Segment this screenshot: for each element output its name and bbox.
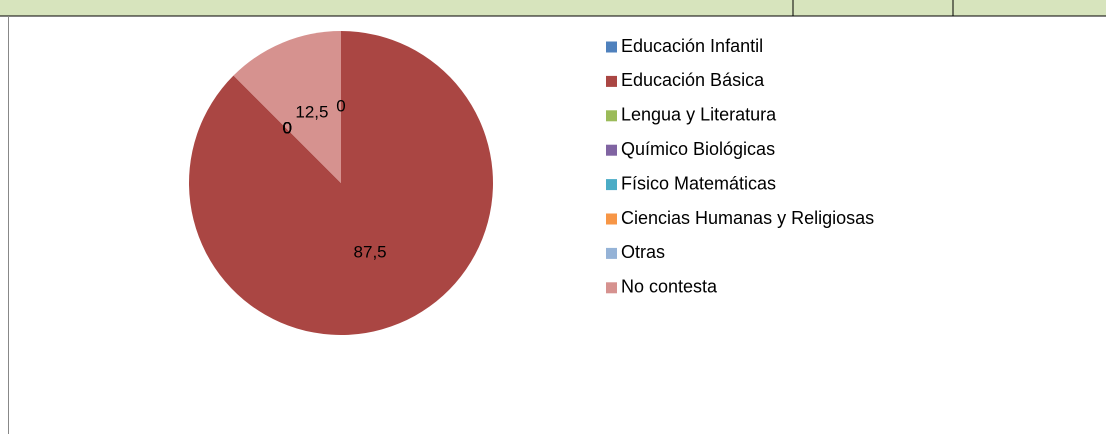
data-label: 0 [283,119,292,138]
legend-label: Físico Matemáticas [621,173,776,193]
data-label: 0 [283,119,292,138]
pie-slice [189,31,493,336]
legend-label: Educación Básica [621,70,765,90]
table-row [0,0,1106,16]
legend-label: No contesta [621,277,718,297]
legend-swatch [606,110,617,122]
legend-label: Educación Infantil [621,36,763,56]
legend-swatch [606,75,617,87]
pie-slice [233,31,341,183]
data-label: 0 [336,96,345,115]
data-label: 0 [283,119,292,138]
legend: Educación Infantil Educación Básica Lengua… [606,36,874,297]
legend-swatch [606,213,617,225]
data-label: 12,5 [295,102,328,121]
legend-swatch [606,144,617,156]
legend-label: Otras [621,242,665,262]
legend-label: Químico Biológicas [621,139,775,159]
data-label: 0 [283,119,292,138]
legend-label: Lengua y Literatura [621,105,777,125]
legend-swatch [606,282,617,294]
data-label: 87,5 [354,243,387,262]
legend-swatch [606,41,617,53]
pie [189,31,493,336]
legend-swatch [606,179,617,191]
legend-label: Ciencias Humanas y Religiosas [621,208,874,228]
legend-swatch [606,247,617,259]
data-label: 0 [283,119,292,138]
